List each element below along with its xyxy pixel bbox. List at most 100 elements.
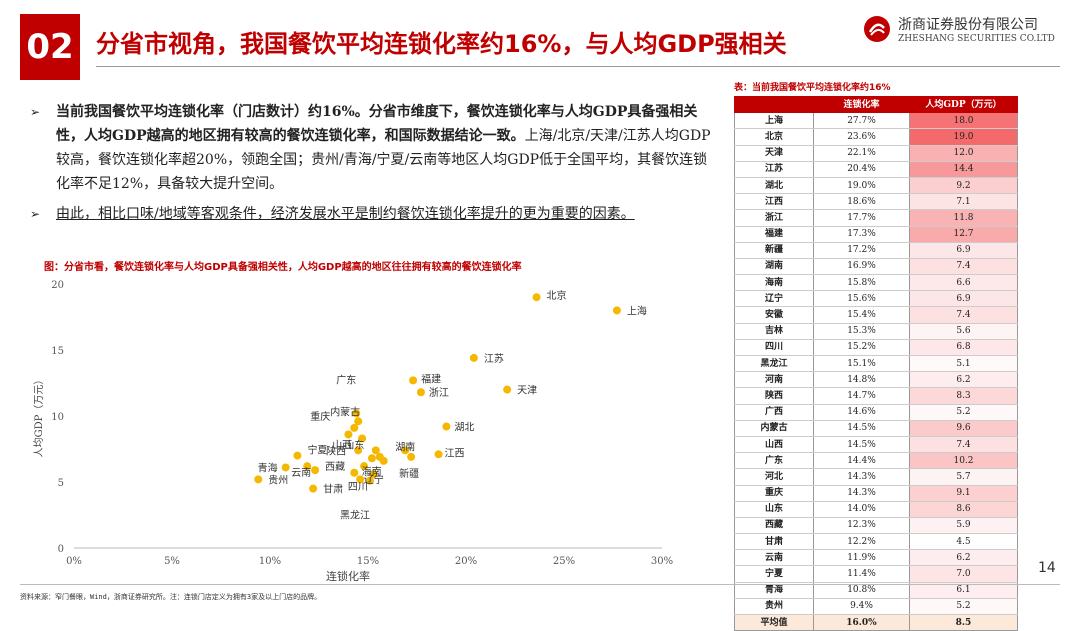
province-cell: 甘肃 <box>734 533 814 551</box>
gdp-cell: 9.2 <box>909 177 1018 195</box>
table-row: 贵州 9.4% 5.2 <box>734 598 1018 616</box>
rate-cell: 14.0% <box>813 501 910 518</box>
data-point <box>532 293 541 302</box>
gdp-cell: 11.8 <box>909 209 1018 227</box>
gdp-cell: 12.7 <box>909 226 1018 243</box>
x-tick-label: 25% <box>553 556 575 567</box>
table-row: 黑龙江 15.1% 5.1 <box>734 355 1018 373</box>
point-label: 新疆 <box>399 467 419 480</box>
point-label: 北京 <box>547 289 567 302</box>
gdp-cell: 9.6 <box>909 420 1018 437</box>
point-label: 青海 <box>258 461 278 474</box>
average-gdp-cell: 8.5 <box>909 614 1018 631</box>
data-point <box>293 451 302 460</box>
data-point <box>416 388 425 397</box>
point-label: 广东 <box>336 373 356 386</box>
table-row: 广东 14.4% 10.2 <box>734 452 1018 470</box>
table-header-gdp: 人均GDP（万元） <box>909 95 1018 114</box>
point-label: 山西 <box>332 439 352 451</box>
bullet-list: ➢ 当前我国餐饮平均连锁化率（门店数计）约16%。分省市维度下，餐饮连锁化率与人… <box>30 100 720 232</box>
title-divider <box>96 66 1060 67</box>
data-point <box>354 417 363 426</box>
point-label: 宁夏 <box>307 444 327 457</box>
rate-cell: 19.0% <box>813 177 910 195</box>
data-point <box>350 423 359 432</box>
point-label: 甘肃 <box>323 483 343 496</box>
gdp-cell: 7.4 <box>909 258 1018 276</box>
data-point <box>365 476 374 485</box>
rate-cell: 17.2% <box>813 242 910 259</box>
point-label: 云南 <box>291 466 311 479</box>
province-cell: 陕西 <box>734 387 814 405</box>
rate-cell: 9.4% <box>813 598 910 616</box>
table-row: 宁夏 11.4% 7.0 <box>734 565 1018 583</box>
point-label: 辽宁 <box>364 473 384 486</box>
footer-divider <box>20 584 1060 585</box>
province-cell: 贵州 <box>734 598 814 616</box>
bullet-item: ➢ 当前我国餐饮平均连锁化率（门店数计）约16%。分省市维度下，餐饮连锁化率与人… <box>30 100 720 196</box>
province-cell: 宁夏 <box>734 565 814 583</box>
gdp-cell: 5.7 <box>909 468 1018 486</box>
gdp-cell: 18.0 <box>909 112 1018 130</box>
point-label: 陕西 <box>326 444 346 457</box>
data-point <box>311 466 320 475</box>
data-point <box>407 452 416 461</box>
table-row: 安徽 15.4% 7.4 <box>734 306 1018 324</box>
rate-cell: 14.3% <box>813 468 910 486</box>
rate-cell: 15.3% <box>813 323 910 340</box>
province-cell: 上海 <box>734 112 814 130</box>
rate-cell: 23.6% <box>813 128 910 146</box>
table-row: 青海 10.8% 6.1 <box>734 582 1018 599</box>
page-number: 14 <box>1038 560 1056 576</box>
data-point <box>360 462 369 471</box>
rate-cell: 11.9% <box>813 549 910 567</box>
gdp-cell: 4.5 <box>909 533 1018 551</box>
data-table: 连锁化率 人均GDP（万元） 上海 27.7% 18.0 北京 23.6% 19.0 天津 2… <box>734 95 1018 631</box>
point-label: 西藏 <box>325 461 345 473</box>
province-cell: 西藏 <box>734 517 814 535</box>
rate-cell: 14.7% <box>813 387 910 405</box>
table-row: 吉林 15.3% 5.6 <box>734 323 1018 340</box>
arrow-bullet-icon: ➢ <box>30 105 41 119</box>
province-cell: 四川 <box>734 339 814 357</box>
rate-cell: 27.7% <box>813 112 910 130</box>
table-row: 新疆 17.2% 6.9 <box>734 242 1018 259</box>
chart-caption: 图：分省市看，餐饮连锁化率与人均GDP具备强相关性，人均GDP越高的地区往往拥有… <box>44 262 522 273</box>
gdp-cell: 8.6 <box>909 501 1018 518</box>
data-point <box>469 353 478 362</box>
point-label: 天津 <box>517 385 537 397</box>
y-axis-label: 人均GDP（万元） <box>33 375 45 458</box>
table-row: 山东 14.0% 8.6 <box>734 501 1018 518</box>
province-cell: 湖南 <box>734 258 814 276</box>
table-row: 河北 14.3% 5.7 <box>734 468 1018 486</box>
rate-cell: 10.8% <box>813 582 910 599</box>
bullet-bold-text: 当前我国餐饮平均连锁化率（门店数计）约16%。分省市维度下，餐饮连锁化率与人均G… <box>56 104 698 144</box>
gdp-cell: 5.1 <box>909 355 1018 373</box>
bullet-normal-text: 上海/北京/天津/江苏人均GDP较高，餐饮连锁化率超20%，领跑全国；贵州/青海… <box>56 128 711 192</box>
point-label: 海南 <box>362 465 382 478</box>
data-point <box>371 446 380 455</box>
data-point <box>344 430 353 439</box>
table-row: 江苏 20.4% 14.4 <box>734 161 1018 178</box>
logo-name-cn: 浙商证券股份有限公司 <box>898 17 1038 33</box>
table-caption: 表：当前我国餐饮平均连锁化率约16% <box>734 83 891 93</box>
bullet-text: 当前我国餐饮平均连锁化率（门店数计）约16%。分省市维度下，餐饮连锁化率与人均G… <box>56 100 720 196</box>
rate-cell: 12.3% <box>813 517 910 535</box>
x-axis-label: 连锁化率 <box>326 569 370 582</box>
table-header-province <box>734 95 814 114</box>
gdp-cell: 6.9 <box>909 242 1018 259</box>
province-cell: 辽宁 <box>734 290 814 308</box>
point-label: 江西 <box>445 447 465 459</box>
rate-cell: 14.5% <box>813 420 910 437</box>
logo-name-en: ZHESHANG SECURITIES CO.LTD <box>898 34 1055 44</box>
average-province-cell: 平均值 <box>734 614 814 631</box>
table-row: 浙江 17.7% 11.8 <box>734 209 1018 227</box>
rate-cell: 17.7% <box>813 209 910 227</box>
gdp-cell: 7.0 <box>909 565 1018 583</box>
table-row: 湖南 16.9% 7.4 <box>734 258 1018 276</box>
rate-cell: 14.3% <box>813 485 910 502</box>
data-point <box>401 446 410 455</box>
province-cell: 云南 <box>734 549 814 567</box>
data-point <box>352 409 361 418</box>
province-cell: 吉林 <box>734 323 814 340</box>
